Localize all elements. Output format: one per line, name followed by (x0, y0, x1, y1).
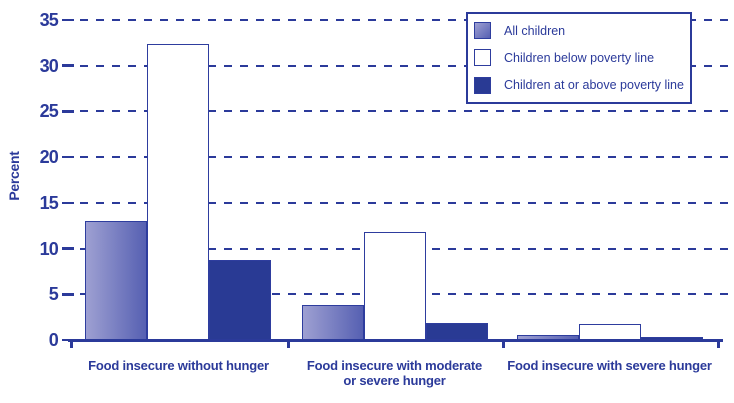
gridline-20 (80, 156, 730, 159)
gridline-25 (80, 110, 730, 113)
y-tick-label: 30 (39, 55, 59, 76)
category-label-1: Food insecure with moderate or severe hu… (306, 358, 483, 388)
gridline-35 (80, 19, 730, 21)
at-or-above-poverty-swatch (474, 76, 491, 94)
x-axis-line (68, 338, 723, 342)
y-tick-25 (62, 110, 74, 113)
bar-children-at-or-above-poverty-line-g1 (426, 322, 488, 340)
legend-item-below-poverty: Children below poverty line (468, 49, 690, 67)
y-tick-30 (62, 64, 74, 67)
y-tick-label: 0 (48, 330, 59, 350)
x-axis-tick-2 (502, 340, 505, 348)
legend-label: Children below poverty line (504, 50, 655, 65)
y-tick-label: 15 (39, 192, 59, 213)
y-tick-label: 25 (39, 101, 59, 122)
x-axis-tick-1 (287, 340, 290, 348)
legend-label: Children at or above poverty line (504, 78, 684, 93)
category-label-2: Food insecure with severe hunger (507, 358, 712, 373)
y-tick-label: 10 (39, 238, 59, 259)
category-label-0: Food insecure without hunger (88, 358, 269, 373)
x-axis-tick-3 (717, 340, 720, 348)
y-tick-label: 20 (39, 147, 59, 168)
legend-box: All children Children below poverty line… (466, 12, 692, 104)
bar-all-children-g0 (85, 221, 147, 340)
bar-children-below-poverty-line-g0 (147, 43, 209, 340)
y-tick-label: 35 (39, 10, 59, 30)
gridline-30 (80, 64, 730, 67)
bar-all-children-g1 (302, 305, 364, 340)
x-axis-tick-0 (70, 340, 73, 348)
legend-item-all-children: All children (468, 22, 690, 40)
below-poverty-swatch (474, 49, 491, 67)
y-tick-label: 5 (48, 284, 59, 305)
y-tick-10 (62, 247, 74, 250)
all-children-swatch (474, 22, 491, 40)
gridline-15 (80, 201, 730, 204)
bar-children-below-poverty-line-g1 (364, 232, 426, 340)
bar-children-at-or-above-poverty-line-g0 (209, 260, 271, 340)
y-tick-35 (62, 18, 74, 22)
legend-label: All children (504, 23, 566, 38)
legend-item-at-or-above-poverty: Children at or above poverty line (468, 76, 690, 94)
y-tick-20 (62, 155, 74, 159)
y-tick-15 (62, 201, 74, 205)
y-tick-5 (62, 293, 74, 296)
